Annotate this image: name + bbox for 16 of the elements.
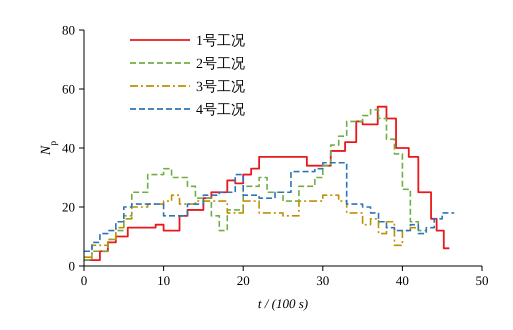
legend-label: 3号工况	[196, 80, 245, 95]
x-tick-label: 40	[396, 273, 409, 288]
x-tick-label: 50	[476, 273, 488, 288]
x-tick-label: 20	[236, 273, 250, 288]
x-tick-label: 10	[157, 273, 170, 288]
y-tick-label: 40	[62, 140, 75, 156]
y-tick-label: 80	[62, 22, 75, 38]
y-tick-label: 60	[62, 82, 75, 96]
x-axis-title: t / (100 s)	[258, 296, 308, 311]
y-tick-label: 20	[62, 200, 75, 214]
legend-label: 2号工况	[196, 57, 245, 72]
legend-label: 4号工况	[196, 103, 245, 118]
y-tick-label: 0	[68, 258, 75, 274]
x-tick-label: 30	[316, 273, 330, 288]
x-tick-label: 0	[80, 273, 88, 288]
legend-label: 1号工况	[196, 34, 245, 49]
